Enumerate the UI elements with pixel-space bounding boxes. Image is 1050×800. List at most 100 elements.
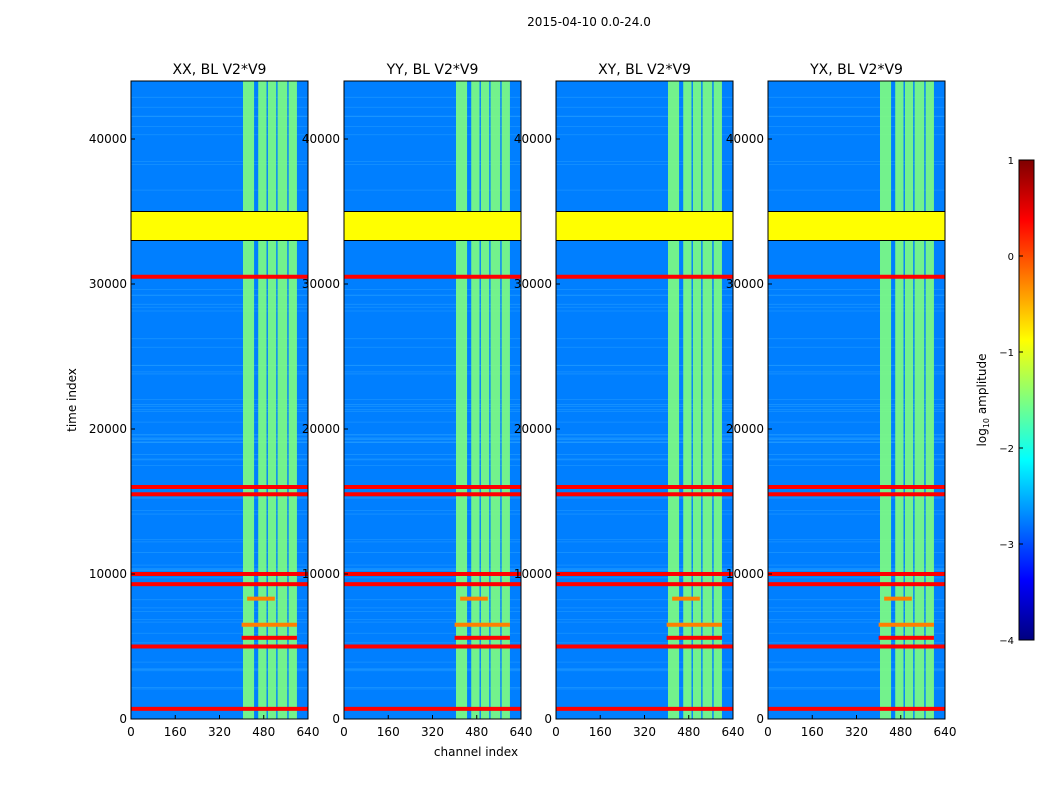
- heatmap-bright-spot: [454, 635, 510, 640]
- heatmap-rfi-band: [683, 81, 692, 719]
- y-tick-label: 20000: [514, 422, 552, 436]
- heatmap-rfi-band: [267, 81, 277, 719]
- y-tick-label: 40000: [302, 132, 340, 146]
- heatmap-rfi-band: [501, 81, 510, 719]
- heatmap-rfi-row: [344, 572, 521, 576]
- heatmap-rfi-row: [768, 706, 945, 711]
- x-tick-label: 320: [208, 725, 231, 739]
- colorbar-label: log10 amplitude: [975, 354, 991, 447]
- x-tick-label: 320: [421, 725, 444, 739]
- y-tick-label: 30000: [89, 277, 127, 291]
- y-tick-label: 10000: [726, 567, 764, 581]
- x-tick-label: 0: [764, 725, 772, 739]
- y-tick-label: 20000: [302, 422, 340, 436]
- x-tick-label: 480: [252, 725, 275, 739]
- x-tick-label: 640: [722, 725, 745, 739]
- heatmap-panel: XX, BL V2*V9 0 160 320 480 640 0 10000 20000 3000…: [89, 62, 320, 739]
- colorbar-tick-label: −2: [999, 444, 1014, 455]
- heatmap-rfi-band: [692, 81, 702, 719]
- heatmap-panel: YY, BL V2*V9 0 160 320 480 640 0 10000 20000 3000…: [302, 62, 533, 739]
- heatmap-flagged-block: [555, 211, 734, 241]
- heatmap-rfi-band: [288, 81, 297, 719]
- colorbar-tick-label: −1: [999, 348, 1014, 359]
- x-tick-label: 640: [297, 725, 320, 739]
- colorbar-gradient: [1018, 159, 1035, 641]
- heatmap-bright-spot: [878, 622, 934, 627]
- heatmap-rfi-row: [768, 582, 945, 587]
- heatmap-panels: XX, BL V2*V9 0 160 320 480 640 0 10000 20000 3000…: [89, 62, 957, 739]
- heatmap-bright-spot: [878, 635, 934, 640]
- heatmap-rfi-row: [556, 485, 733, 489]
- heatmap-rfi-row: [768, 492, 945, 497]
- heatmap-rfi-band: [713, 81, 722, 719]
- heatmap-rfi-row: [344, 644, 521, 649]
- heatmap-rfi-row: [344, 492, 521, 497]
- heatmap-bright-spot: [672, 596, 700, 601]
- y-tick-label: 10000: [89, 567, 127, 581]
- heatmap-rfi-row: [344, 485, 521, 489]
- y-tick-label: 10000: [302, 567, 340, 581]
- heatmap-rfi-row: [131, 274, 308, 279]
- heatmap-rfi-row: [344, 582, 521, 587]
- y-tick-label: 20000: [726, 422, 764, 436]
- y-tick-label: 30000: [514, 277, 552, 291]
- y-tick-label: 40000: [514, 132, 552, 146]
- heatmap-bright-spot: [247, 596, 275, 601]
- heatmap-rfi-band: [243, 81, 255, 719]
- colorbar-tick-label: −4: [999, 636, 1014, 647]
- y-tick-label: 0: [119, 712, 127, 726]
- y-tick-label: 20000: [89, 422, 127, 436]
- heatmap-panel: XY, BL V2*V9 0 160 320 480 640 0 10000 20000 3000…: [514, 62, 745, 739]
- heatmap-rfi-row: [131, 572, 308, 576]
- x-tick-label: 640: [934, 725, 957, 739]
- heatmap-rfi-row: [556, 582, 733, 587]
- heatmap-bright-spot: [241, 635, 297, 640]
- x-tick-label: 160: [801, 725, 824, 739]
- y-tick-label: 30000: [302, 277, 340, 291]
- x-tick-label: 480: [677, 725, 700, 739]
- heatmap-rfi-band: [702, 81, 713, 719]
- heatmap-rfi-row: [556, 644, 733, 649]
- heatmap-rfi-row: [131, 644, 308, 649]
- y-axis-label: time index: [65, 368, 79, 432]
- panel-title: XX, BL V2*V9: [173, 62, 267, 78]
- panel-title: YX, BL V2*V9: [809, 62, 903, 78]
- heatmap-rfi-band: [490, 81, 501, 719]
- y-tick-label: 30000: [726, 277, 764, 291]
- heatmap-flagged-block: [767, 211, 946, 241]
- heatmap-rfi-row: [131, 582, 308, 587]
- heatmap-bright-spot: [460, 596, 488, 601]
- heatmap-rfi-row: [131, 492, 308, 497]
- heatmap-rfi-row: [344, 706, 521, 711]
- colorbar-tick-label: 0: [1008, 252, 1014, 263]
- heatmap-rfi-band: [258, 81, 267, 719]
- heatmap-flagged-block: [343, 211, 522, 241]
- heatmap-rfi-band: [668, 81, 680, 719]
- x-axis-label: channel index: [434, 745, 518, 759]
- x-tick-label: 0: [127, 725, 135, 739]
- heatmap-rfi-row: [556, 274, 733, 279]
- y-tick-label: 40000: [726, 132, 764, 146]
- x-tick-label: 480: [889, 725, 912, 739]
- y-tick-label: 0: [756, 712, 764, 726]
- heatmap-rfi-row: [556, 572, 733, 576]
- heatmap-rfi-band: [925, 81, 934, 719]
- heatmap-rfi-row: [131, 706, 308, 711]
- heatmap-rfi-row: [768, 274, 945, 279]
- heatmap-rfi-band: [880, 81, 892, 719]
- heatmap-rfi-band: [895, 81, 904, 719]
- x-tick-label: 320: [633, 725, 656, 739]
- heatmap-rfi-band: [277, 81, 288, 719]
- colorbar-tick-label: 1: [1008, 156, 1014, 167]
- heatmap-bright-spot: [884, 596, 912, 601]
- heatmap-rfi-row: [768, 644, 945, 649]
- y-tick-label: 0: [544, 712, 552, 726]
- heatmap-rfi-band: [471, 81, 480, 719]
- heatmap-rfi-row: [556, 492, 733, 497]
- colorbar-tick-label: −3: [999, 540, 1014, 551]
- heatmap-rfi-band: [480, 81, 490, 719]
- heatmap-rfi-row: [768, 572, 945, 576]
- x-tick-label: 640: [510, 725, 533, 739]
- panel-title: XY, BL V2*V9: [598, 62, 691, 78]
